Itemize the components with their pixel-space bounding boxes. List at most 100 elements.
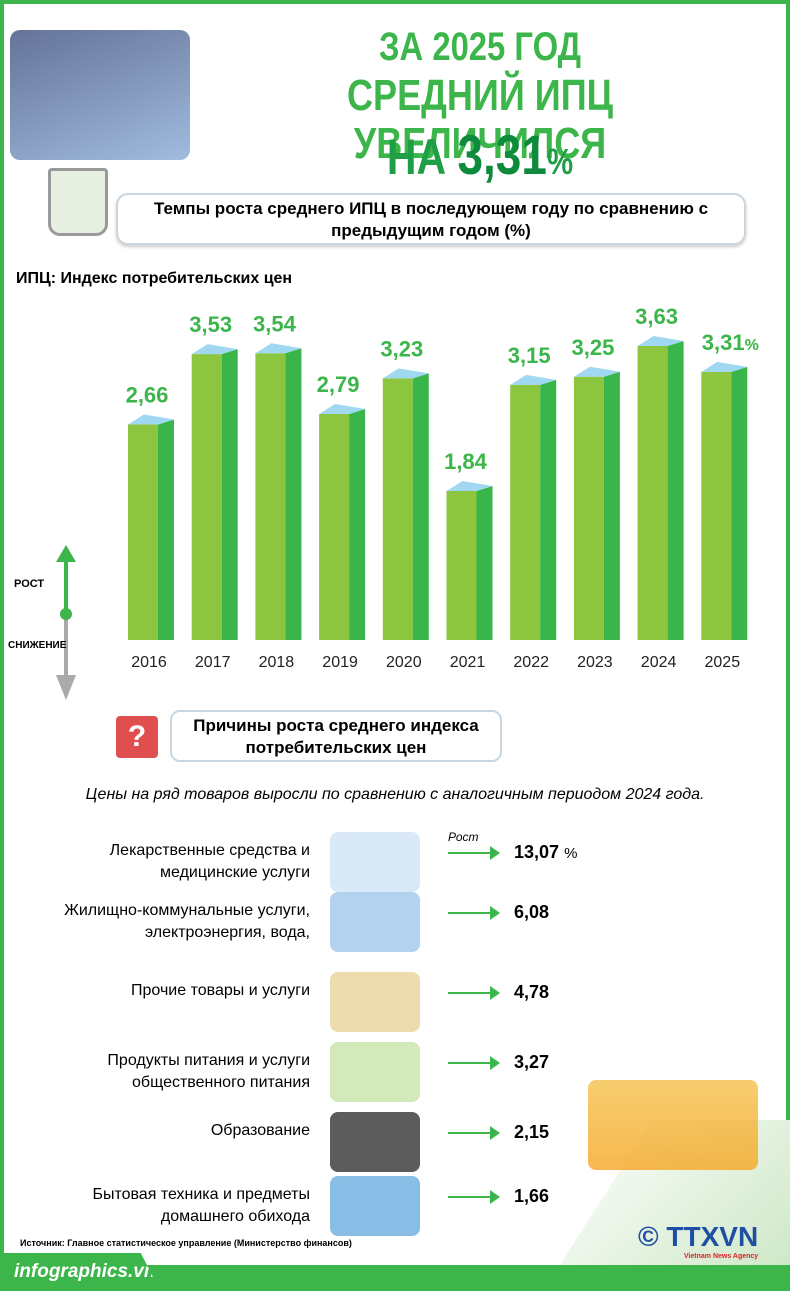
question-icon: ? — [116, 716, 158, 758]
title-value: 3,31 — [457, 123, 547, 186]
bar-front — [319, 414, 350, 640]
down-arrow-icon — [56, 675, 76, 700]
bar-side — [285, 348, 302, 640]
graduation-cap-icon — [330, 1112, 420, 1172]
bar-top — [319, 404, 366, 415]
reason-label: Образование — [210, 1122, 310, 1139]
bar-side — [221, 349, 238, 640]
utilities-icon — [330, 892, 420, 952]
data-label: 3,25 — [571, 335, 614, 360]
x-tick-label: 2024 — [641, 654, 677, 671]
bar-top — [191, 344, 238, 355]
source: Источник: Главное статистическое управле… — [20, 1238, 352, 1248]
data-label: 2,66 — [126, 383, 169, 408]
data-label: 3,23 — [380, 336, 423, 361]
title-unit: % — [546, 141, 574, 182]
arrow-icon — [448, 1190, 500, 1204]
site-link[interactable]: infographics.vn — [0, 1253, 160, 1291]
data-label: 1,84 — [444, 449, 488, 474]
bar-side — [476, 485, 493, 640]
x-tick-label: 2025 — [705, 654, 741, 671]
title-prefix: НА — [386, 129, 447, 185]
data-label: 3,31% — [702, 330, 759, 355]
copyright: © — [638, 1221, 659, 1252]
reason-label: Лекарственные средства и медицинские усл… — [109, 842, 310, 881]
reason-label: Бытовая техника и предметы домашнего оби… — [92, 1186, 310, 1225]
bar-top — [510, 374, 557, 385]
data-label: 3,54 — [253, 311, 297, 336]
title-line-1: ЗА 2025 ГОД — [378, 25, 582, 69]
axis-origin-dot — [60, 608, 72, 620]
arrow-icon — [448, 846, 500, 860]
shop-counter-illustration — [588, 1080, 758, 1170]
reason-value: 2,15 — [514, 1122, 550, 1142]
bar-front — [128, 424, 158, 640]
reason-label: Продукты питания и услуги общественного … — [107, 1052, 310, 1091]
title-line-3: НА 3,31% — [250, 124, 709, 193]
cpi-note: ИПЦ: Индекс потребительских цен — [16, 270, 293, 287]
x-tick-label: 2016 — [131, 654, 167, 671]
reasons-title: Причины роста среднего индекса потребите… — [170, 710, 502, 762]
bar-top — [382, 368, 429, 379]
reason-value: 4,78 — [514, 982, 550, 1002]
bar-side — [412, 373, 429, 640]
bar-side — [540, 379, 557, 640]
arrow-icon — [448, 906, 500, 920]
bar-top — [701, 361, 748, 372]
bar-front — [446, 490, 477, 640]
reason-value: 3,27 — [514, 1052, 550, 1072]
reason-label: Жилищно-коммунальные услуги, электроэнер… — [64, 902, 310, 941]
goods-icon — [330, 972, 420, 1032]
bar-front — [637, 345, 668, 640]
reason-label: Прочие товары и услуги — [131, 982, 310, 999]
bar-side — [603, 371, 620, 640]
bar-front — [382, 378, 413, 640]
bar-side — [158, 419, 174, 640]
data-label: 3,63 — [635, 304, 678, 329]
food-icon — [330, 1042, 420, 1102]
bar-top — [573, 366, 620, 377]
agency-sub: Vietnam News Agency — [683, 1253, 759, 1260]
data-label: 3,15 — [508, 343, 551, 368]
subtitle-box: Темпы роста среднего ИПЦ в последующем г… — [116, 193, 746, 245]
bar-side — [731, 366, 748, 640]
x-tick-label: 2020 — [386, 654, 422, 671]
reason-value: 6,08 — [514, 902, 550, 922]
title-line-2: СРЕДНИЙ ИПЦ УВЕЛИЧИЛСЯ — [346, 71, 614, 168]
reason-value: 13,07 % — [514, 842, 578, 862]
arrow-icon — [448, 1056, 500, 1070]
x-tick-label: 2017 — [195, 654, 231, 671]
x-tick-label: 2019 — [322, 654, 358, 671]
bar-top — [446, 480, 493, 491]
bar-front — [255, 353, 286, 640]
x-tick-label: 2021 — [450, 654, 486, 671]
data-label: 3,53 — [189, 312, 232, 337]
reasons-lead: Цены на ряд товаров выросли по сравнению… — [85, 786, 705, 803]
data-label: 2,79 — [317, 372, 360, 397]
bar-front — [701, 371, 732, 640]
bar-chart: 2,66 2016 3,53 2017 3,54 2018 2,79 2019 3,23 2020… — [56, 304, 759, 700]
legend-up: РОСТ — [14, 578, 45, 590]
x-tick-label: 2023 — [577, 654, 613, 671]
bar-side — [349, 409, 366, 640]
legend-down: СНИЖЕНИЕ — [8, 640, 67, 651]
reason-value: 1,66 — [514, 1186, 550, 1206]
bar-front — [510, 384, 541, 640]
x-tick-label: 2018 — [259, 654, 295, 671]
appliances-icon — [330, 1176, 420, 1236]
bar-front — [573, 376, 604, 640]
growth-label: Рост — [448, 830, 479, 844]
supermarket-illustration — [10, 30, 190, 160]
shopping-cart-icon — [48, 168, 108, 236]
agency-name: TTXVN — [666, 1221, 759, 1252]
bar-side — [667, 340, 684, 640]
bar-top — [637, 335, 684, 346]
up-arrow-icon — [56, 545, 76, 562]
bar-top — [128, 414, 174, 425]
medicine-icon — [330, 832, 420, 892]
arrow-icon — [448, 986, 500, 1000]
arrow-icon — [448, 1126, 500, 1140]
x-tick-label: 2022 — [513, 654, 549, 671]
agency-logo: © TTXVN Vietnam News Agency — [638, 1222, 758, 1261]
